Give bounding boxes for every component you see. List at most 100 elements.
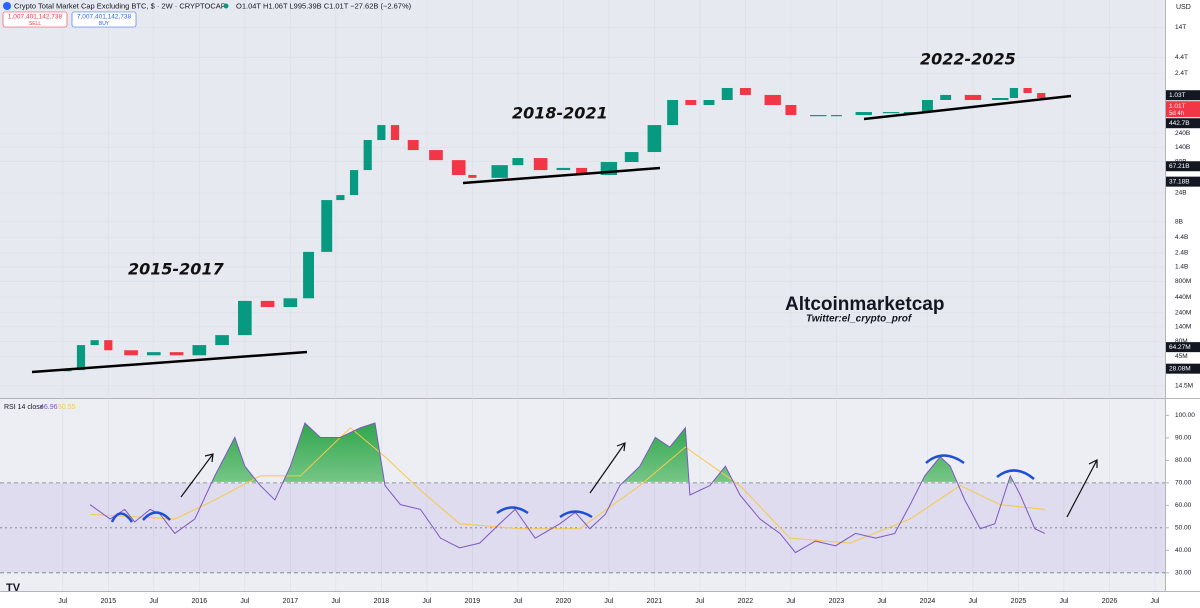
price-marker (1166, 101, 1200, 118)
candle (882, 112, 900, 114)
y-tick-label: 70.00 (1175, 480, 1192, 487)
ohlc: O1.04T H1.06T L995.39B C1.01T −27.62B (−… (236, 1, 412, 10)
candle (407, 140, 419, 151)
x-tick-label: Jul (513, 598, 522, 605)
y-tick-label: 50.00 (1175, 525, 1192, 532)
candle (810, 115, 827, 117)
candle (512, 158, 524, 166)
y-tick-label: 140M (1175, 324, 1191, 331)
sell-button[interactable] (2, 11, 68, 28)
y-tick-label: 40.00 (1175, 547, 1192, 554)
candle (921, 99, 933, 113)
y-tick-label: 14.5M (1175, 383, 1193, 390)
candle (576, 167, 588, 175)
arrows (180, 442, 1098, 518)
y-tick-label: 8B (1175, 218, 1183, 225)
y-tick-label: 240M (1175, 310, 1191, 317)
y-tick-label: 4.4B (1175, 234, 1188, 241)
buy-button[interactable] (71, 11, 137, 28)
y-tick-label: 2.4B (1175, 250, 1188, 257)
arcs (110, 454, 1035, 523)
y-tick-label: 240B (1175, 130, 1190, 137)
candle (429, 150, 443, 161)
countdown: 5d 4h (1169, 111, 1184, 117)
price-marker-label: 28.08M (1169, 365, 1191, 372)
y-tick-label: 1.4B (1175, 264, 1188, 271)
trend-line (863, 94, 1072, 121)
y-tick-label: 14T (1175, 24, 1186, 31)
price-marker-label: 1.01T (1169, 103, 1186, 110)
candle (104, 340, 113, 351)
candle (721, 87, 733, 100)
candle (1009, 87, 1019, 99)
price-marker-label: 67.21B (1169, 163, 1190, 170)
y-tick-label: 140B (1175, 144, 1190, 151)
price-pane (0, 0, 1165, 398)
price-marker-label: 1.03T (1169, 92, 1186, 99)
y-tick-label: 90.00 (1175, 435, 1192, 442)
price-marker (1166, 118, 1200, 129)
rsi-line (89, 422, 1046, 554)
x-tick-label: 2019 (465, 598, 481, 605)
x-tick-label: 2016 (192, 598, 208, 605)
x-tick-label: Jul (422, 598, 431, 605)
y-tick-label: 60.00 (1175, 502, 1192, 509)
buy-label: BUY (99, 21, 110, 27)
watermark: Altcoinmarketcap (785, 294, 944, 315)
x-tick-label: 2018 (374, 598, 390, 605)
arc (925, 454, 965, 465)
price-marker (1166, 90, 1200, 101)
y-tick-label: 24B (1175, 190, 1187, 197)
x-tick-label: Jul (331, 598, 340, 605)
candle (90, 340, 99, 346)
x-tick-label: Jul (604, 598, 613, 605)
price-marker-label: 442.7B (1169, 120, 1190, 127)
rsi-pane (0, 399, 1165, 591)
arc (496, 506, 529, 515)
candle (624, 152, 639, 163)
x-tick-label: 2020 (556, 598, 572, 605)
candle (451, 160, 466, 175)
candle (855, 112, 872, 116)
candle (785, 105, 797, 116)
arc (110, 512, 134, 523)
currency[interactable]: USD (1176, 4, 1191, 11)
annotation: 2015-2017 (128, 260, 225, 279)
rsi-ma-value: 50.55 (58, 404, 76, 411)
candle (63, 370, 72, 372)
y-tick-label: 30.00 (1175, 570, 1192, 577)
x-tick-label: Jul (695, 598, 704, 605)
price-marker-label: 64.27M (1169, 344, 1191, 351)
x-tick-label: Jul (240, 598, 249, 605)
arc (996, 469, 1035, 480)
candle (363, 140, 372, 171)
candle (336, 195, 345, 201)
symbol-icon (3, 2, 11, 10)
x-tick-label: 2026 (1102, 598, 1118, 605)
buy-price: 7,007,401,142,738 (77, 14, 132, 21)
arc (142, 511, 171, 521)
symbol[interactable]: Crypto Total Market Cap Excluding BTC, $… (14, 1, 226, 10)
candle (491, 165, 508, 178)
candle (215, 335, 229, 346)
watermark-handle: Twitter:el_crypto_prof (806, 314, 913, 325)
x-tick-label: Jul (58, 598, 67, 605)
candle (283, 298, 298, 308)
candle (703, 99, 715, 106)
x-tick-label: 2022 (738, 598, 754, 605)
x-tick-label: Jul (1059, 598, 1068, 605)
x-tick-label: 2015 (101, 598, 117, 605)
x-tick-label: Jul (877, 598, 886, 605)
candle (349, 170, 359, 196)
y-tick-label: 80M (1175, 338, 1188, 345)
candle (192, 345, 207, 356)
candle (830, 115, 842, 117)
sell-price: 1,007,401,142,738 (8, 14, 63, 21)
y-tick-label: 800M (1175, 278, 1191, 285)
arrow (589, 442, 626, 494)
candle (764, 94, 781, 106)
x-tick-label: Jul (968, 598, 977, 605)
candle (303, 251, 315, 299)
candle (940, 94, 952, 100)
